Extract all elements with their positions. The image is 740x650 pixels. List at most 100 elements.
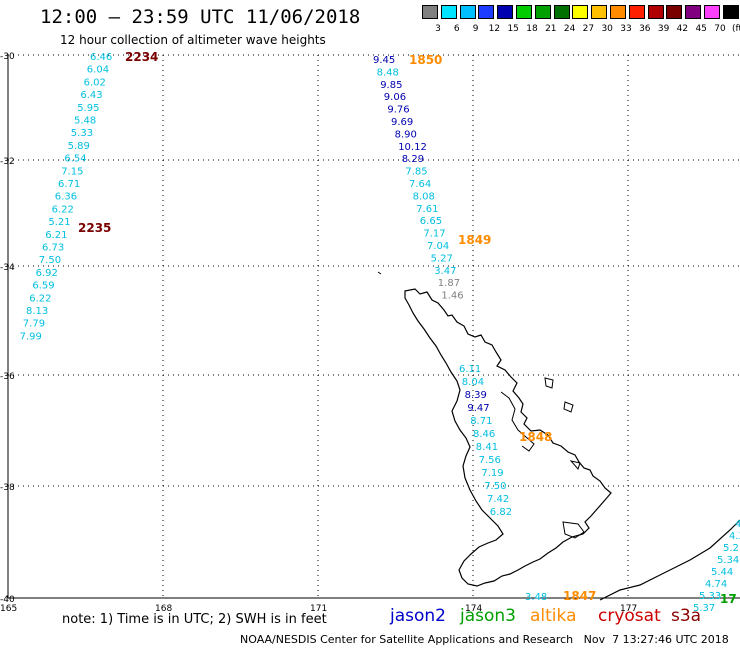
satellite-label-cryosat: cryosat [598, 606, 661, 626]
swh-value: 7.15 [61, 166, 83, 177]
swh-value: 7.50 [39, 255, 61, 266]
color-scale-label: 70 [714, 24, 726, 34]
time-label: 1847 [563, 589, 596, 603]
swh-value: 6.92 [36, 268, 58, 279]
swh-value: 8.39 [465, 390, 487, 401]
swh-value: 6.43 [80, 90, 102, 101]
longitude-label: 168 [155, 604, 172, 614]
swh-value: 8.46 [473, 429, 495, 440]
longitude-label: 177 [620, 604, 637, 614]
color-scale-label: 39 [657, 24, 670, 34]
coromandel-detail [500, 391, 535, 452]
latitude-label: -40 [0, 595, 15, 605]
footer-note: note: 1) Time is in UTC; 2) SWH is in fe… [62, 612, 327, 627]
swh-value: 5.34 [717, 555, 739, 566]
swh-value: 7.19 [481, 468, 503, 479]
color-swatch [553, 5, 570, 19]
latitude-label: -36 [0, 372, 15, 382]
swh-value: 5.27 [431, 253, 453, 264]
swh-value: 4 [735, 519, 740, 530]
swh-value: 9.47 [467, 403, 489, 414]
swh-value: 6.73 [42, 243, 64, 254]
color-scale-label: 33 [620, 24, 632, 34]
color-scale-label: 18 [526, 24, 538, 34]
time-label: 2234 [125, 50, 158, 64]
swh-value: 4.74 [705, 579, 727, 590]
time-label: 2235 [78, 221, 111, 235]
swh-value: 6.04 [87, 65, 109, 76]
color-scale-label: 21 [545, 24, 557, 34]
color-swatch [666, 5, 683, 19]
swh-value: 8.48 [377, 67, 399, 78]
color-swatch [534, 5, 551, 19]
swh-value: 7.61 [416, 204, 438, 215]
swh-value: 5.89 [68, 141, 90, 152]
south-island-tip [599, 519, 740, 601]
time-label: 1850 [409, 53, 442, 67]
swh-value: 3.48 [525, 592, 547, 603]
swh-value: 7.42 [487, 494, 509, 505]
swh-value: 1.87 [438, 278, 460, 289]
time-label: 1849 [458, 233, 491, 247]
color-swatch [610, 5, 626, 19]
satellite-label-altika: altika [530, 606, 577, 626]
swh-value: 9.45 [373, 55, 395, 66]
color-scale-label: 6 [453, 24, 460, 34]
longitude-label: 174 [465, 604, 482, 614]
swh-value: 3.47 [434, 266, 456, 277]
time-label: 1848 [519, 430, 552, 444]
swh-value: 5.44 [711, 567, 733, 578]
swh-value: 6.82 [490, 507, 512, 518]
color-scale-label: 24 [563, 24, 576, 34]
swh-value: 7.50 [484, 481, 506, 492]
longitude-label: 165 [0, 604, 17, 614]
color-swatch [440, 5, 457, 19]
swh-value: 9.76 [387, 105, 409, 116]
color-scale-label: 9 [472, 24, 479, 34]
latitude-label: -32 [0, 157, 15, 167]
swh-value: 10.12 [398, 142, 427, 153]
swh-value: 4.3 [729, 531, 740, 542]
swh-value: 8.29 [402, 154, 424, 165]
latitude-label: -38 [0, 483, 15, 493]
color-swatch [685, 5, 702, 19]
color-scale-label: 45 [695, 24, 707, 34]
latitude-label: -30 [0, 52, 15, 62]
swh-value: 5.48 [74, 116, 96, 127]
swh-value: 8.04 [462, 377, 484, 388]
longitude-label: 171 [310, 604, 327, 614]
map-subtitle: 12 hour collection of altimeter wave hei… [60, 33, 326, 47]
swh-value: 7.79 [23, 319, 45, 330]
swh-value: 9.06 [384, 92, 406, 103]
altimeter-tracks: 6.466.046.026.435.955.485.335.896.547.15… [20, 50, 740, 614]
color-scale-label: 27 [582, 24, 595, 34]
swh-value: 5.21 [48, 217, 70, 228]
color-scale-label: (ft) [732, 24, 740, 34]
color-swatch [497, 5, 514, 19]
color-swatch [478, 5, 495, 19]
swh-value: 8.13 [26, 306, 48, 317]
swh-value: 7.64 [409, 179, 431, 190]
color-swatch [591, 5, 608, 19]
swh-value: 8.08 [413, 191, 435, 202]
color-swatch [422, 5, 438, 19]
color-swatch [572, 5, 589, 19]
color-scale-label: 12 [488, 24, 501, 34]
swh-value: 6.22 [52, 204, 74, 215]
swh-value: 5.2 [723, 543, 739, 554]
swh-value: 8.41 [476, 442, 498, 453]
swh-value: 6.22 [29, 293, 51, 304]
swh-value: 7.56 [479, 455, 501, 466]
color-scale-label: 36 [639, 24, 651, 34]
swh-value: 6.21 [45, 230, 67, 241]
swh-value: 5.33 [71, 128, 93, 139]
swh-value: 7.99 [20, 331, 42, 342]
swh-value: 7.17 [423, 229, 445, 240]
swh-value: 6.65 [420, 216, 442, 227]
swh-value: 7.04 [427, 241, 449, 252]
swh-value: 6.11 [459, 364, 481, 375]
islands [377, 271, 585, 539]
color-swatch [704, 5, 720, 19]
color-swatch [647, 5, 664, 19]
